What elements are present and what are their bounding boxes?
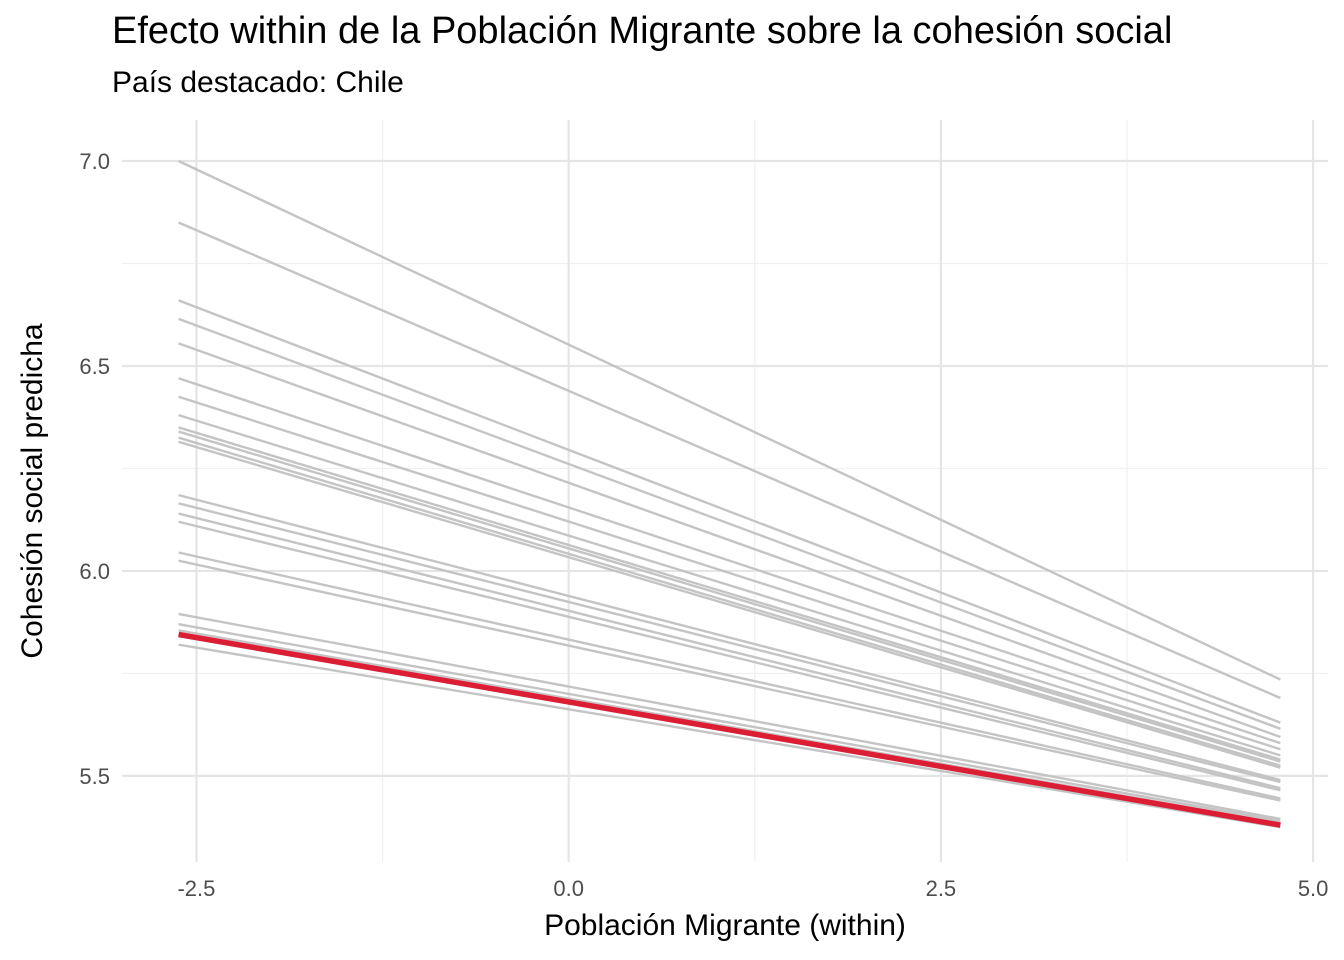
series-line [178, 520, 1281, 792]
series-line [178, 221, 1281, 700]
y-tick-label: 6.5 [79, 354, 110, 379]
series-line [178, 299, 1281, 724]
series-line [178, 436, 1281, 767]
series-line [178, 440, 1281, 769]
y-axis-ticks: 5.5 6.0 6.5 7.0 [79, 149, 110, 789]
x-tick-label: 0.0 [553, 876, 584, 901]
series-line-chile [178, 631, 1281, 828]
x-axis-title: Población Migrante (within) [544, 909, 906, 942]
series-line [178, 551, 1281, 800]
series-line [178, 493, 1281, 782]
series-layer [178, 159, 1281, 829]
series-line [178, 502, 1281, 784]
series-line [178, 159, 1281, 681]
grid-major [122, 120, 1328, 862]
series-line [178, 342, 1281, 739]
y-tick-label: 6.0 [79, 559, 110, 584]
series-line [178, 395, 1281, 751]
chart-title: Efecto within de la Población Migrante s… [112, 10, 1173, 52]
series-line [178, 317, 1281, 730]
series-line [178, 377, 1281, 745]
series-line [178, 612, 1281, 821]
y-tick-label: 7.0 [79, 149, 110, 174]
series-line [178, 623, 1281, 823]
y-axis-title: Cohesión social predicha [16, 323, 49, 659]
series-line [178, 426, 1281, 761]
series-line [178, 430, 1281, 763]
grid-minor [122, 120, 1328, 862]
series-line [178, 512, 1281, 790]
series-line [178, 414, 1281, 757]
series-line [178, 643, 1281, 829]
chart-subtitle: País destacado: Chile [112, 66, 404, 99]
y-tick-label: 5.5 [79, 764, 110, 789]
series-line [178, 559, 1281, 802]
x-axis-ticks: -2.5 0.0 2.5 5.0 [177, 876, 1328, 901]
x-tick-label: 2.5 [926, 876, 957, 901]
x-tick-label: 5.0 [1298, 876, 1329, 901]
x-tick-label: -2.5 [177, 876, 215, 901]
